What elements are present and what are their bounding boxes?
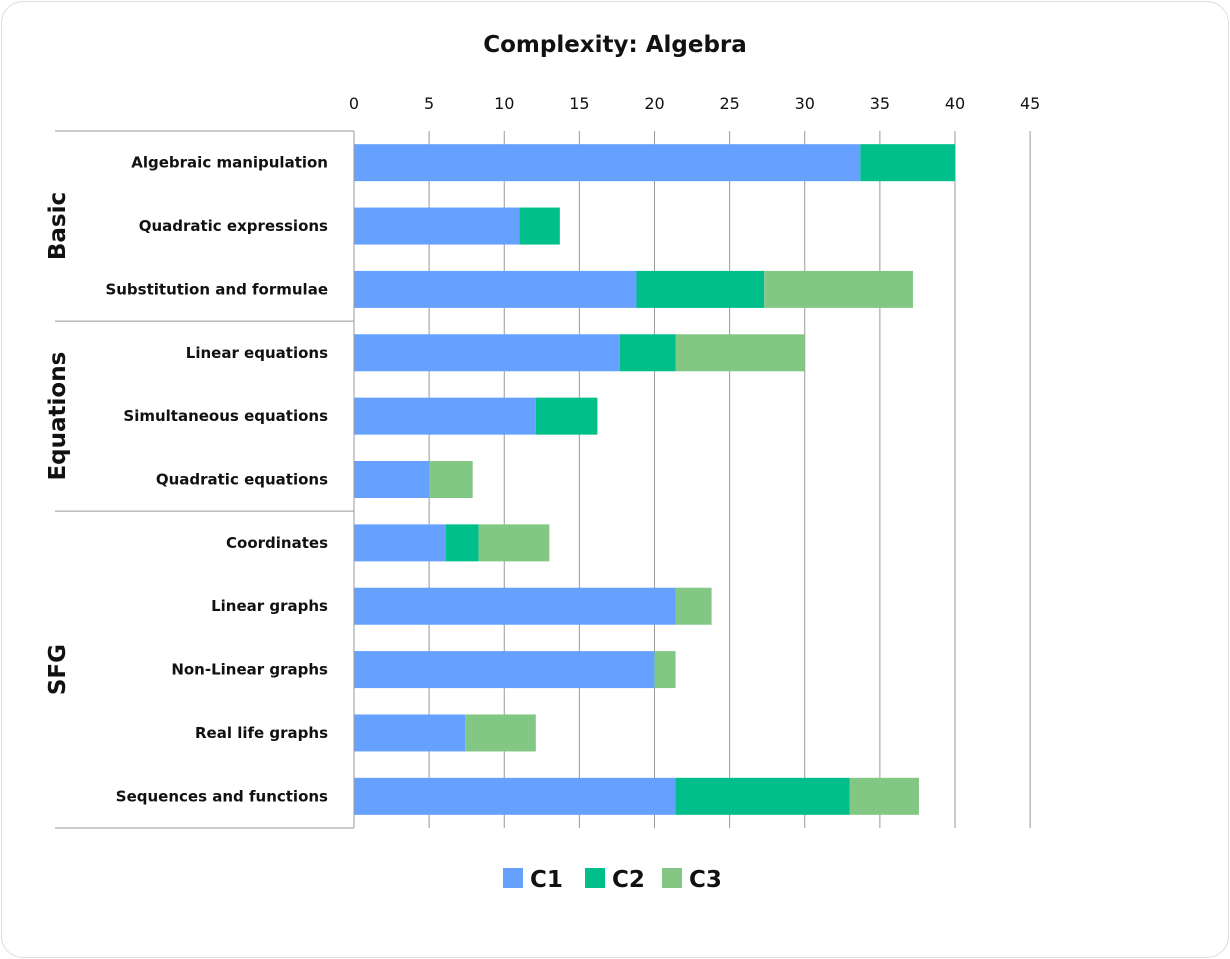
legend-label: C3 — [689, 867, 722, 893]
category-label: Simultaneous equations — [123, 407, 328, 425]
category-label: Algebraic manipulation — [131, 154, 328, 172]
category-label: Linear graphs — [211, 597, 328, 615]
x-tick-label: 0 — [349, 94, 359, 113]
bar-segment-c2 — [636, 270, 765, 308]
legend-swatch-c1 — [503, 868, 523, 888]
x-tick-label: 45 — [1020, 94, 1040, 113]
category-label: Real life graphs — [195, 724, 328, 742]
bar-segment-c3 — [654, 651, 676, 689]
group-label: Equations — [45, 352, 71, 481]
legend-swatch-c3 — [662, 868, 682, 888]
bar-segment-c1 — [354, 207, 520, 245]
category-label: Linear equations — [186, 344, 328, 362]
bar-segment-c1 — [354, 651, 655, 689]
x-tick-label: 5 — [424, 94, 434, 113]
legend-label: C1 — [530, 867, 563, 893]
bar-segment-c1 — [354, 270, 637, 308]
group-label: SFG — [45, 644, 71, 695]
legend-label: C2 — [612, 867, 645, 893]
group-label: Basic — [45, 192, 71, 260]
bar-segment-c3 — [429, 461, 473, 498]
x-tick-label: 30 — [795, 94, 815, 113]
bar-segment-c2 — [675, 777, 850, 815]
bar-segment-c1 — [354, 397, 536, 435]
x-tick-label: 25 — [719, 94, 739, 113]
bar-segment-c2 — [445, 524, 479, 562]
category-label: Quadratic equations — [156, 471, 328, 489]
bar-segment-c1 — [354, 777, 676, 815]
bar-segment-c2 — [519, 207, 560, 245]
category-label: Non-Linear graphs — [171, 661, 328, 679]
x-tick-label: 40 — [945, 94, 965, 113]
x-tick-label: 15 — [569, 94, 589, 113]
bar-segment-c3 — [675, 587, 712, 625]
bar-segment-c1 — [354, 144, 861, 182]
legend-swatch-c2 — [585, 868, 605, 888]
bar-segment-c2 — [860, 144, 955, 182]
bar-segment-c3 — [675, 334, 805, 372]
bar-segment-c1 — [354, 587, 676, 625]
x-tick-label: 10 — [494, 94, 514, 113]
bar-segment-c1 — [354, 714, 466, 752]
bar-segment-c2 — [619, 334, 676, 372]
x-tick-label: 20 — [644, 94, 664, 113]
bar-segment-c3 — [764, 270, 913, 308]
bar-segment-c1 — [354, 461, 430, 498]
bar-segment-c1 — [354, 524, 446, 562]
chart-title: Complexity: Algebra — [483, 32, 747, 58]
bar-segment-c2 — [535, 397, 598, 435]
category-label: Coordinates — [226, 534, 328, 552]
bar-segment-c3 — [465, 714, 536, 752]
bar-segment-c1 — [354, 334, 620, 372]
category-label: Quadratic expressions — [139, 217, 328, 235]
category-label: Sequences and functions — [116, 787, 328, 805]
x-tick-label: 35 — [870, 94, 890, 113]
bar-segment-c3 — [849, 777, 919, 815]
bar-segment-c3 — [478, 524, 550, 562]
category-label: Substitution and formulae — [105, 280, 328, 298]
